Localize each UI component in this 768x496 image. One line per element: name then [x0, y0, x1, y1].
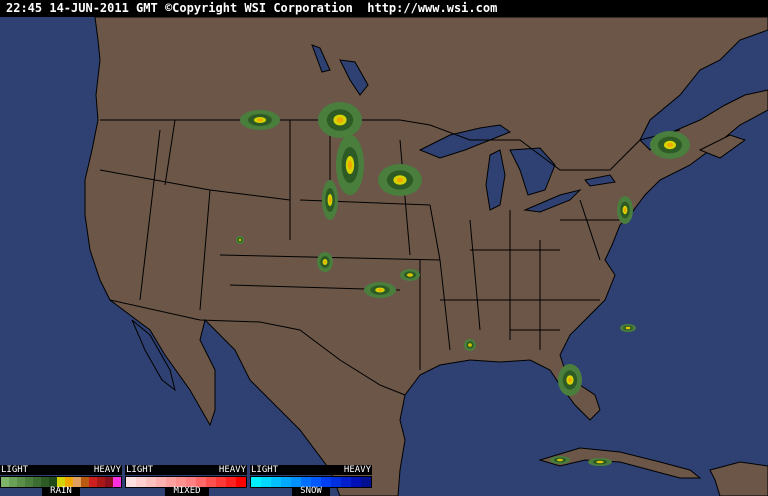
land	[84, 17, 768, 496]
lake-erie	[523, 189, 582, 213]
legend-mixed: LIGHT HEAVY MIXED	[125, 465, 247, 496]
legend-swatch	[321, 477, 331, 487]
legend-swatch	[236, 477, 246, 487]
legend-rain: LIGHT HEAVY RAIN	[0, 465, 122, 496]
legend-swatch	[216, 477, 226, 487]
legend-swatch	[17, 477, 25, 487]
radar-echo	[257, 118, 263, 122]
legend-snow: LIGHT HEAVY SNOW	[250, 465, 372, 496]
legend-swatch	[341, 477, 351, 487]
legend-swatch	[33, 477, 41, 487]
legend-swatch	[105, 477, 113, 487]
legend-swatch	[166, 477, 176, 487]
legend-swatch	[311, 477, 321, 487]
legend-color-scale	[125, 476, 247, 488]
legend-heavy-label: HEAVY	[218, 465, 246, 475]
legend-swatch	[146, 477, 156, 487]
legend-swatch	[361, 477, 371, 487]
nova-scotia	[698, 134, 747, 159]
legend-swatch	[9, 477, 17, 487]
legend-swatch	[261, 477, 271, 487]
legend-swatch	[331, 477, 341, 487]
legend-name: RAIN	[42, 487, 80, 496]
radar-echo	[667, 142, 673, 148]
lake-ontario	[584, 174, 616, 187]
legend-swatch	[25, 477, 33, 487]
legend-light-label: LIGHT	[251, 465, 279, 475]
legend-swatch	[57, 477, 65, 487]
radar-echo	[323, 260, 327, 264]
timestamp: 22:45 14-JUN-2011 GMT	[6, 1, 158, 15]
url-link[interactable]: http://www.wsi.com	[367, 1, 498, 15]
legend-swatch	[226, 477, 236, 487]
us-canada-border	[100, 119, 681, 171]
legend-swatch	[301, 477, 311, 487]
legend-swatch	[41, 477, 49, 487]
gulf-of-california	[131, 319, 176, 392]
legend-swatch	[206, 477, 216, 487]
radar-echoes	[236, 102, 690, 466]
legend-swatch	[113, 477, 121, 487]
us-mexico-border	[109, 299, 406, 396]
lake-manitoba	[311, 44, 331, 73]
radar-echo	[396, 177, 404, 183]
legend-swatch	[73, 477, 81, 487]
map-canvas	[84, 17, 768, 496]
lakes	[131, 44, 616, 392]
radar-echo	[568, 377, 572, 383]
lake-michigan	[485, 149, 506, 211]
legend-heavy-label: HEAVY	[343, 465, 371, 475]
legend-swatch	[176, 477, 186, 487]
legend-light-label: LIGHT	[1, 465, 29, 475]
legend-swatch	[49, 477, 57, 487]
radar-echo	[408, 274, 412, 276]
legend-swatch	[89, 477, 97, 487]
radar-echo	[626, 327, 630, 329]
legend-name: SNOW	[292, 487, 330, 496]
legend-swatch	[81, 477, 89, 487]
legend-swatch	[1, 477, 9, 487]
legend-name: MIXED	[165, 487, 209, 496]
legend-swatch	[271, 477, 281, 487]
legend-swatch	[251, 477, 261, 487]
north-america-landmass	[84, 17, 768, 496]
legend-swatch	[97, 477, 105, 487]
state-borders	[99, 119, 681, 396]
radar-echo	[377, 288, 383, 292]
lake-superior	[418, 124, 512, 159]
radar-echo	[239, 239, 241, 241]
radar-echo	[328, 197, 332, 203]
legend-swatch	[126, 477, 136, 487]
legend-swatch	[65, 477, 73, 487]
hispaniola	[709, 461, 768, 496]
lake-winnipeg	[339, 59, 369, 96]
legend-swatch	[136, 477, 146, 487]
radar-echo	[558, 459, 562, 461]
legend-heavy-label: HEAVY	[93, 465, 121, 475]
lake-huron	[509, 147, 556, 196]
legend-swatch	[291, 477, 301, 487]
cuba	[538, 447, 702, 479]
legend-swatch	[196, 477, 206, 487]
radar-echo	[347, 160, 353, 170]
header-bar: 22:45 14-JUN-2011 GMT ©Copyright WSI Cor…	[0, 0, 768, 17]
radar-echo	[336, 117, 344, 123]
legend-swatch	[351, 477, 361, 487]
radar-echo	[598, 461, 602, 463]
legend-swatch	[156, 477, 166, 487]
legend-swatch	[186, 477, 196, 487]
legend-swatch	[281, 477, 291, 487]
copyright: ©Copyright WSI Corporation	[164, 1, 353, 15]
radar-echo	[623, 207, 627, 213]
legend-light-label: LIGHT	[126, 465, 154, 475]
radar-echo	[469, 344, 471, 346]
